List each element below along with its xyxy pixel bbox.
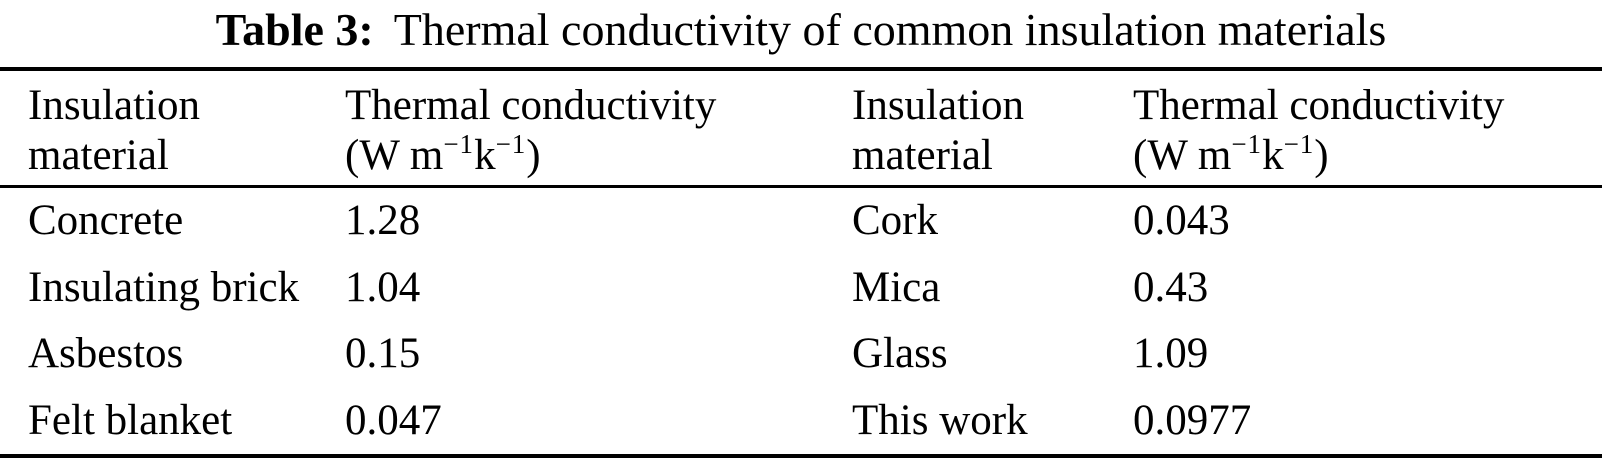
header-material-right-line2: material: [852, 132, 993, 179]
table-row: Insulating brick 1.04 Mica 0.43: [28, 255, 1602, 322]
table-row: Concrete 1.28 Cork 0.043: [28, 188, 1602, 255]
cell-value-right: 1.09: [1133, 330, 1209, 378]
table-row: Asbestos 0.15 Glass 1.09: [28, 321, 1602, 388]
header-material-right: Insulation material: [852, 81, 1133, 181]
table-caption: Table 3: Thermal conductivity of common i…: [0, 0, 1602, 60]
unit-mid: k: [1262, 132, 1284, 179]
unit-prefix: (W m: [1133, 132, 1232, 179]
cell-value-left: 0.15: [345, 330, 421, 378]
cell-value-right: 0.043: [1133, 197, 1230, 245]
cell-material-left: Asbestos: [28, 330, 184, 378]
header-conductivity-right-unit: (W m−1k−1): [1133, 131, 1602, 181]
header-material-left-line2: material: [28, 132, 169, 179]
table-top-rule: [0, 67, 1602, 71]
unit-suffix: ): [526, 132, 541, 179]
cell-value-left: 1.28: [345, 197, 421, 245]
unit-exponent: −1: [495, 129, 527, 159]
cell-material-right: Glass: [852, 330, 948, 378]
cell-value-right: 0.0977: [1133, 396, 1252, 444]
unit-mid: k: [474, 132, 496, 179]
cell-material-right: Mica: [852, 263, 941, 311]
unit-exponent: −1: [443, 129, 475, 159]
header-conductivity-left: Thermal conductivity (W m−1k−1): [345, 81, 852, 181]
cell-material-left: Felt blanket: [28, 396, 233, 444]
table-caption-number: Table 3:: [215, 4, 374, 55]
cell-material-left: Insulating brick: [28, 263, 300, 311]
header-material-right-line1: Insulation: [852, 82, 1024, 129]
table-row: Felt blanket 0.047 This work 0.0977: [28, 388, 1602, 455]
unit-exponent: −1: [1231, 129, 1263, 159]
header-conductivity-right-line1: Thermal conductivity: [1133, 82, 1505, 129]
cell-material-right: This work: [852, 396, 1028, 444]
header-material-left-line1: Insulation: [28, 82, 200, 129]
header-conductivity-right: Thermal conductivity (W m−1k−1): [1133, 81, 1602, 181]
cell-material-left: Concrete: [28, 197, 184, 245]
table-header-row: Insulation material Thermal conductivity…: [28, 81, 1602, 181]
unit-exponent: −1: [1283, 129, 1315, 159]
cell-value-left: 1.04: [345, 263, 421, 311]
unit-suffix: ): [1314, 132, 1329, 179]
cell-value-left: 0.047: [345, 396, 442, 444]
header-conductivity-left-unit: (W m−1k−1): [345, 131, 852, 181]
table-body: Concrete 1.28 Cork 0.043 Insulating bric…: [28, 188, 1602, 454]
cell-material-right: Cork: [852, 197, 938, 245]
header-conductivity-left-line1: Thermal conductivity: [345, 82, 717, 129]
unit-prefix: (W m: [345, 132, 444, 179]
table-mid-rule: [0, 185, 1602, 188]
header-material-left: Insulation material: [28, 81, 345, 181]
table-caption-text: Thermal conductivity of common insulatio…: [393, 4, 1387, 55]
cell-value-right: 0.43: [1133, 263, 1209, 311]
table-bottom-rule: [0, 454, 1602, 458]
